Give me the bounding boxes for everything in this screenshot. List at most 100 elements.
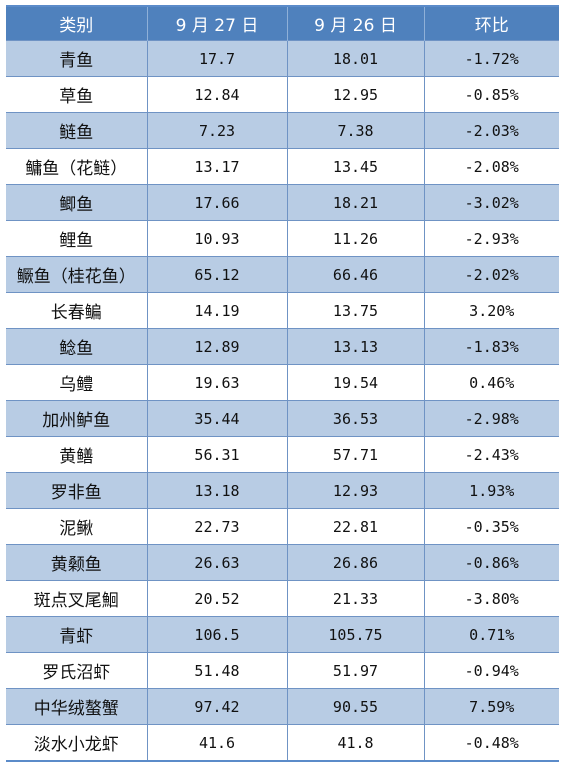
header-row: 类别 9 月 27 日 9 月 26 日 环比 [6, 6, 559, 41]
cell-category: 鲶鱼 [6, 328, 147, 365]
cell-sep26-price: 12.93 [286, 472, 424, 509]
cell-change: -2.98% [423, 400, 559, 437]
price-table: 类别 9 月 27 日 9 月 26 日 环比 青鱼 17.7 18.01 -1.72… [6, 5, 559, 762]
cell-change: 3.20% [423, 292, 559, 329]
cell-change: -0.85% [423, 76, 559, 113]
cell-sep27-price: 51.48 [146, 652, 287, 689]
cell-sep26-price: 22.81 [286, 508, 424, 545]
cell-sep27-price: 12.89 [146, 328, 287, 365]
cell-change: -0.94% [423, 652, 559, 689]
cell-sep26-price: 12.95 [286, 76, 424, 113]
cell-category: 泥鳅 [6, 508, 147, 545]
cell-sep27-price: 13.17 [146, 148, 287, 185]
cell-change: -0.35% [423, 508, 559, 545]
cell-change: 0.71% [423, 616, 559, 653]
cell-change: -2.93% [423, 220, 559, 257]
cell-sep27-price: 56.31 [146, 436, 287, 473]
cell-change: -3.02% [423, 184, 559, 221]
cell-sep27-price: 41.6 [146, 724, 287, 761]
table-row: 乌鳢 19.63 19.54 0.46% [6, 364, 559, 401]
cell-sep26-price: 13.45 [286, 148, 424, 185]
cell-change: -2.02% [423, 256, 559, 293]
cell-category: 黄鳝 [6, 436, 147, 473]
cell-sep27-price: 17.7 [146, 40, 287, 77]
cell-change: -2.08% [423, 148, 559, 185]
cell-category: 草鱼 [6, 76, 147, 113]
cell-sep27-price: 10.93 [146, 220, 287, 257]
cell-change: -0.48% [423, 724, 559, 761]
cell-change: -3.80% [423, 580, 559, 617]
table-row: 鲢鱼 7.23 7.38 -2.03% [6, 112, 559, 149]
cell-sep26-price: 66.46 [286, 256, 424, 293]
cell-category: 鲤鱼 [6, 220, 147, 257]
cell-category: 鳙鱼（花鲢） [6, 148, 147, 185]
cell-change: 1.93% [423, 472, 559, 509]
cell-sep27-price: 20.52 [146, 580, 287, 617]
table-row: 罗氏沼虾 51.48 51.97 -0.94% [6, 652, 559, 689]
table-row: 草鱼 12.84 12.95 -0.85% [6, 76, 559, 113]
cell-sep27-price: 12.84 [146, 76, 287, 113]
cell-category: 青虾 [6, 616, 147, 653]
cell-sep26-price: 7.38 [286, 112, 424, 149]
header-change: 环比 [423, 6, 559, 41]
cell-category: 中华绒螯蟹 [6, 688, 147, 725]
cell-sep26-price: 13.75 [286, 292, 424, 329]
cell-category: 乌鳢 [6, 364, 147, 401]
cell-sep26-price: 21.33 [286, 580, 424, 617]
table-row: 加州鲈鱼 35.44 36.53 -2.98% [6, 400, 559, 437]
cell-change: 7.59% [423, 688, 559, 725]
table-row: 青鱼 17.7 18.01 -1.72% [6, 40, 559, 77]
cell-category: 加州鲈鱼 [6, 400, 147, 437]
cell-category: 罗氏沼虾 [6, 652, 147, 689]
cell-category: 鲢鱼 [6, 112, 147, 149]
cell-sep27-price: 19.63 [146, 364, 287, 401]
table-body: 青鱼 17.7 18.01 -1.72% 草鱼 12.84 12.95 -0.85% 鲢鱼 7.2… [6, 40, 559, 761]
table-row: 黄鳝 56.31 57.71 -2.43% [6, 436, 559, 473]
table-row: 中华绒螯蟹 97.42 90.55 7.59% [6, 688, 559, 725]
table-header: 类别 9 月 27 日 9 月 26 日 环比 [6, 6, 559, 41]
cell-change: -1.72% [423, 40, 559, 77]
table-row: 长春鳊 14.19 13.75 3.20% [6, 292, 559, 329]
cell-category: 黄颡鱼 [6, 544, 147, 581]
table-row: 鳙鱼（花鲢） 13.17 13.45 -2.08% [6, 148, 559, 185]
table-row: 鳜鱼（桂花鱼） 65.12 66.46 -2.02% [6, 256, 559, 293]
cell-category: 斑点叉尾鮰 [6, 580, 147, 617]
cell-category: 鲫鱼 [6, 184, 147, 221]
cell-sep26-price: 18.01 [286, 40, 424, 77]
table-row: 黄颡鱼 26.63 26.86 -0.86% [6, 544, 559, 581]
cell-sep26-price: 13.13 [286, 328, 424, 365]
header-category: 类别 [6, 6, 147, 41]
cell-sep27-price: 97.42 [146, 688, 287, 725]
table-row: 斑点叉尾鮰 20.52 21.33 -3.80% [6, 580, 559, 617]
cell-sep26-price: 26.86 [286, 544, 424, 581]
cell-sep27-price: 17.66 [146, 184, 287, 221]
cell-sep26-price: 51.97 [286, 652, 424, 689]
cell-change: -1.83% [423, 328, 559, 365]
table-row: 鲤鱼 10.93 11.26 -2.93% [6, 220, 559, 257]
cell-sep27-price: 35.44 [146, 400, 287, 437]
cell-category: 罗非鱼 [6, 472, 147, 509]
cell-sep26-price: 19.54 [286, 364, 424, 401]
cell-sep27-price: 106.5 [146, 616, 287, 653]
cell-sep27-price: 13.18 [146, 472, 287, 509]
table-row: 鲫鱼 17.66 18.21 -3.02% [6, 184, 559, 221]
cell-sep26-price: 90.55 [286, 688, 424, 725]
table-row: 淡水小龙虾 41.6 41.8 -0.48% [6, 724, 559, 761]
cell-change: -2.03% [423, 112, 559, 149]
header-sep27: 9 月 27 日 [146, 6, 287, 41]
cell-change: -2.43% [423, 436, 559, 473]
cell-sep26-price: 41.8 [286, 724, 424, 761]
cell-category: 淡水小龙虾 [6, 724, 147, 761]
cell-sep27-price: 65.12 [146, 256, 287, 293]
table-row: 罗非鱼 13.18 12.93 1.93% [6, 472, 559, 509]
cell-sep26-price: 57.71 [286, 436, 424, 473]
cell-sep27-price: 22.73 [146, 508, 287, 545]
cell-sep27-price: 26.63 [146, 544, 287, 581]
cell-change: -0.86% [423, 544, 559, 581]
cell-sep27-price: 14.19 [146, 292, 287, 329]
cell-category: 青鱼 [6, 40, 147, 77]
table-row: 青虾 106.5 105.75 0.71% [6, 616, 559, 653]
table-row: 鲶鱼 12.89 13.13 -1.83% [6, 328, 559, 365]
cell-sep26-price: 105.75 [286, 616, 424, 653]
